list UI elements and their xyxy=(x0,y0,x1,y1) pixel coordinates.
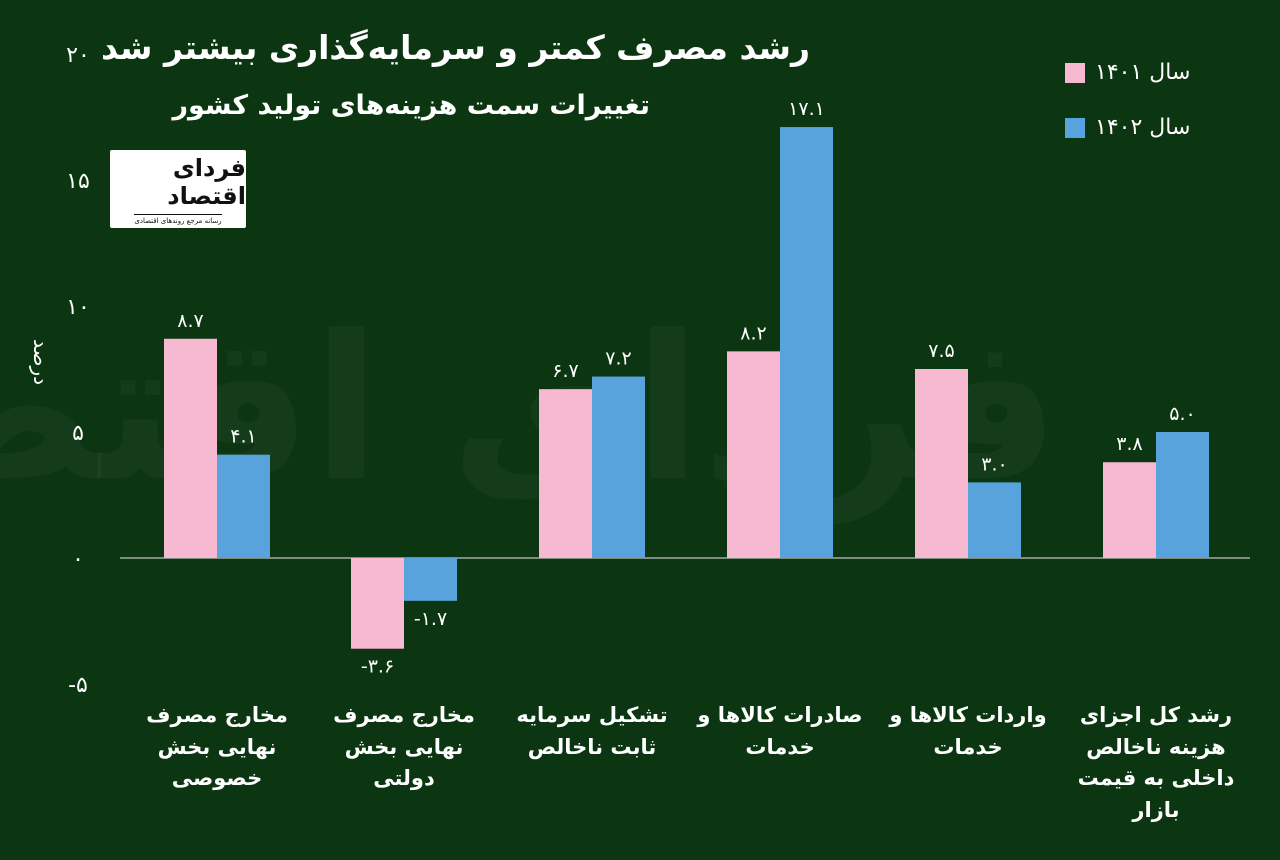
category-label: مخارج مصرف نهایی بخش خصوصی xyxy=(146,703,288,790)
bar-1402 xyxy=(404,558,457,601)
bar-1402 xyxy=(968,482,1021,558)
data-label: ۶.۷ xyxy=(552,360,578,382)
data-label: ۷.۲ xyxy=(605,348,631,370)
logo-tagline: رسانه مرجع روندهای اقتصادی xyxy=(134,213,222,225)
y-tick-label: ۵ xyxy=(72,421,84,446)
data-label: ۵.۰ xyxy=(1169,403,1195,425)
bar-1402 xyxy=(592,376,645,558)
legend-swatch-1401 xyxy=(1065,62,1085,83)
bar-1402 xyxy=(1156,432,1209,558)
bar-1401 xyxy=(351,558,404,649)
chart-subtitle: تغییرات سمت هزینه‌های تولید کشور xyxy=(172,90,650,121)
legend-swatch-1402 xyxy=(1065,117,1085,138)
data-label: ۳.۰ xyxy=(981,453,1007,475)
category-label: مخارج مصرف نهایی بخش دولتی xyxy=(333,703,475,790)
category-label: صادرات کالاها و خدمات xyxy=(697,703,863,759)
y-tick-label: ۱۵ xyxy=(66,169,90,194)
data-label: ۱۷.۱ xyxy=(788,98,825,120)
y-tick-label: ۰ xyxy=(72,547,84,572)
logo: فردای اقتصاد رسانه مرجع روندهای اقتصادی xyxy=(110,150,246,228)
legend: سال ۱۴۰۱ سال ۱۴۰۲ xyxy=(1065,60,1190,170)
bar-1402 xyxy=(780,127,833,558)
legend-label-1401: سال ۱۴۰۱ xyxy=(1095,60,1191,85)
data-label: ۷.۵ xyxy=(928,340,954,362)
logo-text: فردای اقتصاد xyxy=(167,153,246,210)
data-label: ۸.۷ xyxy=(177,310,203,332)
y-tick-label: ۲۰ xyxy=(66,43,90,68)
data-label: ۳.۸ xyxy=(1116,433,1142,455)
legend-item-1402: سال ۱۴۰۲ xyxy=(1065,115,1190,140)
bar-1401 xyxy=(539,389,592,558)
bar-1401 xyxy=(915,369,968,558)
bar-1401 xyxy=(727,351,780,558)
category-label: رشد کل اجزای هزینه ناخالص داخلی به قیمت … xyxy=(1077,703,1235,822)
bar-1401 xyxy=(1103,462,1156,558)
data-label: -۱.۷ xyxy=(414,608,447,630)
category-label: تشکیل سرمایه ثابت ناخالص xyxy=(516,703,668,759)
data-label: ۸.۲ xyxy=(740,322,766,344)
y-tick-label: ۱۰ xyxy=(66,295,90,320)
data-label: -۳.۶ xyxy=(361,656,394,678)
legend-item-1401: سال ۱۴۰۱ xyxy=(1065,60,1190,85)
data-label: ۴.۱ xyxy=(230,426,256,448)
chart-title: رشد مصرف کمتر و سرمایه‌گذاری بیشتر شد xyxy=(100,28,810,67)
bar-1401 xyxy=(164,338,217,558)
y-tick-label: -۵ xyxy=(68,673,88,698)
bar-1402 xyxy=(217,454,270,558)
legend-label-1402: سال ۱۴۰۲ xyxy=(1095,115,1191,140)
category-label: واردات کالاها و خدمات xyxy=(889,703,1047,759)
